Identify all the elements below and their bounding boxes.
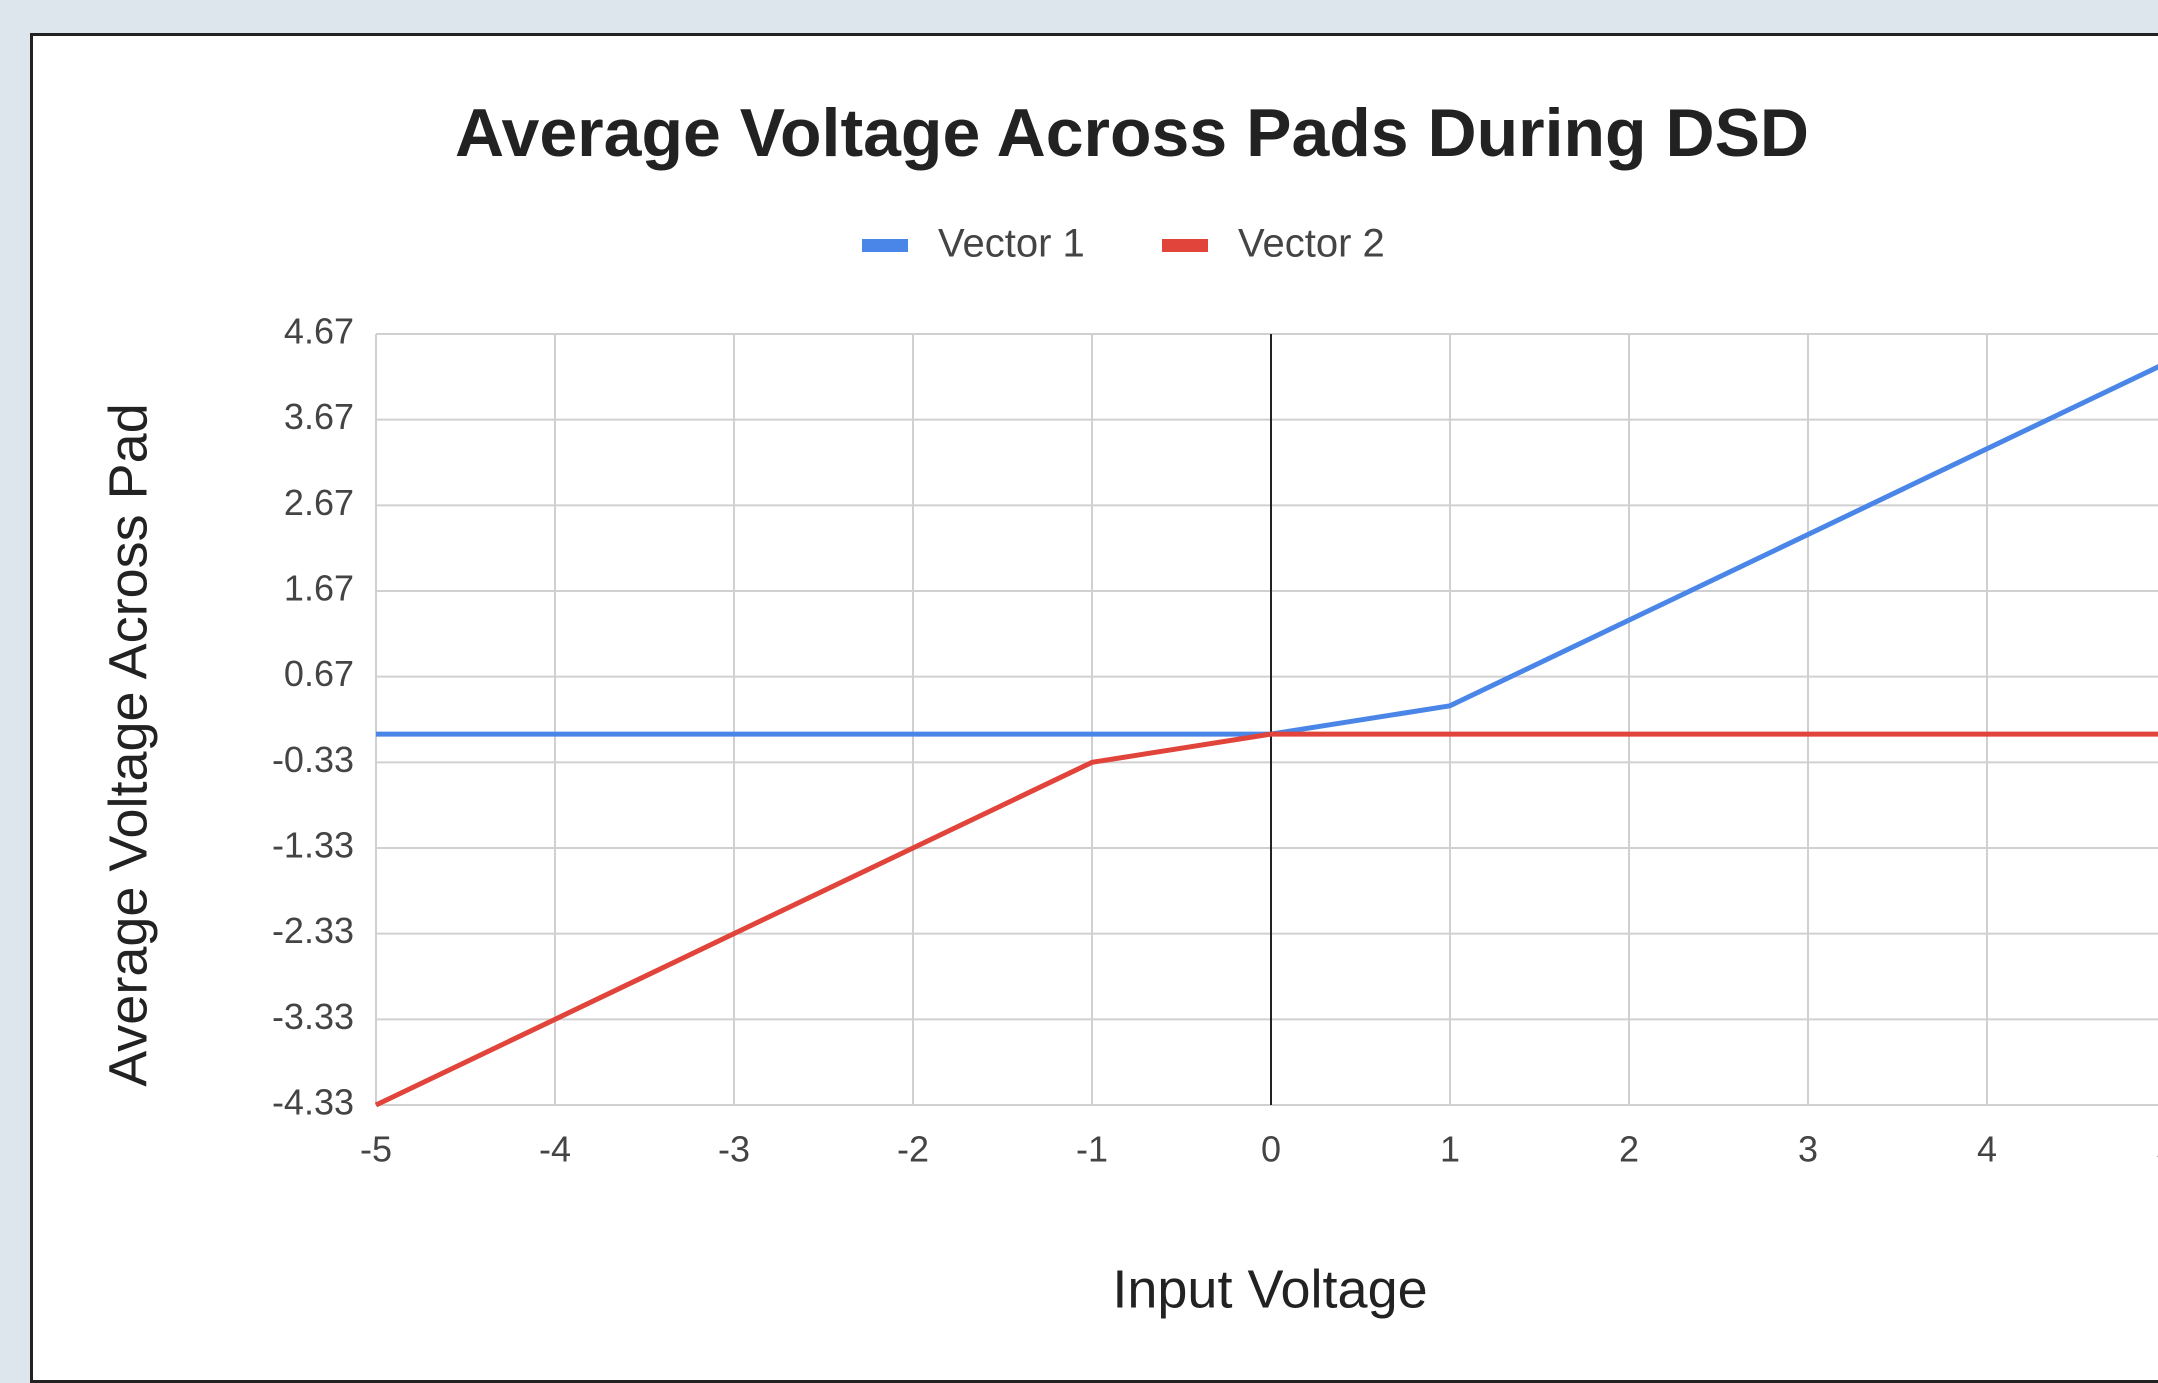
y-tick-label: 0.67 [284,653,354,694]
x-tick-label: 2 [1619,1129,1639,1170]
chart-title: Average Voltage Across Pads During DSD [455,95,1809,171]
y-tick-label: 4.67 [284,311,354,352]
y-tick-label: 1.67 [284,568,354,609]
x-tick-label: -2 [897,1129,929,1170]
x-tick-label: 4 [1977,1129,1997,1170]
legend-swatch [862,239,908,252]
legend-label: Vector 1 [938,222,1085,266]
x-tick-label: 3 [1798,1129,1818,1170]
legend-swatch [1162,239,1208,252]
y-tick-label: 3.67 [284,396,354,437]
x-tick-label: -3 [718,1129,750,1170]
y-tick-label: 2.67 [284,482,354,523]
x-tick-label: -5 [360,1129,392,1170]
series-line [374,731,2158,1108]
x-tick-label: -1 [1076,1129,1108,1170]
x-tick-label: -4 [539,1129,571,1170]
x-axis-title: Input Voltage [1112,1259,1427,1319]
y-tick-label: -0.33 [272,739,354,780]
x-tick-label: 1 [1440,1129,1460,1170]
chart-card [30,33,2158,1383]
y-tick-label: -4.33 [272,1082,354,1123]
y-tick-label: -2.33 [272,910,354,951]
y-tick-label: -1.33 [272,825,354,866]
y-axis-title: Average Voltage Across Pad [98,403,158,1086]
x-tick-label: 0 [1261,1129,1281,1170]
x-tick-label: 5 [2156,1129,2158,1170]
legend-label: Vector 2 [1238,222,1385,266]
y-tick-label: -3.33 [272,996,354,1037]
